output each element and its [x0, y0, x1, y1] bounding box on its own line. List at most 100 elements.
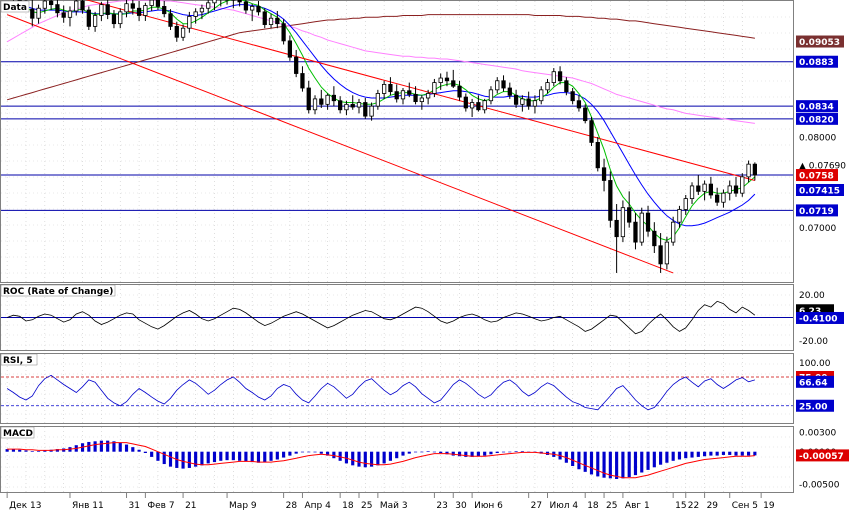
macd-histogram-bar: [571, 451, 575, 466]
macd-histogram-bar: [288, 451, 292, 456]
macd-value-label: -0.00500: [799, 481, 840, 491]
macd-histogram-bar: [206, 451, 210, 464]
candle-body: [262, 11, 267, 25]
panel-title-price: Data: [0, 0, 30, 13]
macd-histogram-bar: [269, 451, 273, 461]
macd-histogram-bar: [501, 451, 506, 453]
macd-histogram-bar: [187, 451, 191, 468]
candle-body: [130, 3, 135, 9]
macd-histogram-bar: [282, 451, 286, 458]
candle-body: [206, 2, 211, 9]
x-axis-label: 15: [675, 501, 686, 511]
candle-body: [155, 0, 161, 7]
candle-body: [425, 93, 431, 99]
macd-histogram-bar: [652, 451, 656, 468]
channel-lower-line: [6, 14, 674, 274]
macd-histogram-bar: [495, 451, 499, 453]
candle-body: [463, 96, 468, 109]
candle-body: [382, 83, 387, 94]
candle-body: [237, 0, 242, 3]
candle-body: [86, 9, 91, 27]
candle-body: [677, 209, 682, 223]
candle-body: [36, 7, 41, 19]
macd-histogram-bar: [439, 451, 443, 453]
candle-body: [250, 6, 255, 11]
macd-histogram-bar: [143, 451, 147, 453]
candle-body: [400, 90, 406, 100]
candle-body: [608, 180, 613, 221]
candle-body: [67, 10, 73, 18]
rsi-panel-frame: [0, 353, 794, 424]
candle-body: [595, 142, 600, 169]
macd-histogram-bar: [250, 451, 254, 463]
macd-histogram-bar: [275, 451, 279, 460]
macd-histogram-bar: [55, 449, 59, 452]
candle-body: [193, 11, 198, 17]
price-axis-label-bg: [796, 100, 838, 113]
price-axis-label: 0.0719: [799, 207, 834, 217]
candle-body: [243, 1, 249, 11]
candle-body: [61, 12, 66, 18]
macd-histogram-bar: [181, 451, 185, 469]
roc-axis-labels: 20.00 -20.00 6.23-0.4100: [796, 291, 844, 347]
macd-histogram-bar: [357, 451, 361, 467]
macd-histogram-bar: [483, 451, 487, 456]
price-axis-label-bg: [796, 55, 838, 68]
macd-histogram-bar: [690, 451, 694, 458]
candle-body: [344, 103, 349, 111]
candle-body: [407, 90, 412, 95]
macd-histogram-bar: [608, 451, 612, 479]
candle-body: [576, 100, 582, 109]
macd-histogram-bar: [508, 451, 512, 453]
macd-histogram-bar: [715, 451, 719, 456]
candle-body: [539, 89, 544, 102]
candle-body: [174, 25, 179, 38]
x-axis-label: Июн 6: [474, 501, 503, 511]
price-axis-label: 0.08000: [799, 133, 836, 143]
roc-series: [1, 300, 793, 335]
price-axis-labels: 0.09053 0.0883 0.0834 0.0820 0.08000 ▲ 0.0769…: [796, 35, 846, 234]
macd-histogram-bar: [457, 451, 462, 457]
macd-histogram-bar: [87, 441, 91, 452]
macd-histogram-bar: [432, 451, 436, 453]
macd-histogram-bar: [225, 451, 229, 461]
price-grid: [1, 1, 793, 282]
candle-body: [99, 4, 104, 16]
candle-body: [702, 183, 707, 192]
price-axis-label: 0.09053: [799, 38, 840, 48]
x-axis-label: 31: [129, 501, 140, 511]
candle-body: [601, 167, 607, 181]
macd-histogram-bar: [168, 451, 173, 467]
macd-histogram-bar: [451, 451, 455, 456]
macd-histogram-bar: [589, 451, 594, 475]
candlesticks: [12, 0, 757, 273]
candle-body: [526, 98, 531, 107]
price-axis-label-bg: [796, 183, 844, 196]
candle-body: [620, 207, 626, 238]
candle-body: [532, 100, 538, 107]
rsi-series: [1, 374, 793, 411]
candle-body: [570, 91, 575, 102]
macd-histogram-bar: [344, 451, 349, 464]
x-axis-label: Фев 7: [147, 501, 174, 511]
macd-histogram-bar: [338, 451, 342, 461]
ma-medium-line: [7, 2, 756, 227]
candle-body: [457, 85, 462, 98]
macd-histogram-bar: [489, 451, 493, 455]
price-axis-label-bg: [796, 35, 844, 48]
macd-histogram-bar: [30, 451, 34, 452]
candle-body: [256, 6, 261, 13]
macd-histogram-bar: [263, 451, 267, 463]
macd-histogram-bar: [753, 451, 757, 456]
candle-body: [375, 93, 380, 107]
candle-body: [319, 98, 324, 105]
macd-histogram-bar: [627, 451, 631, 478]
roc-axis-label: -20.00: [799, 337, 828, 347]
macd-histogram-bar: [131, 447, 135, 452]
x-axis-label: Май 3: [380, 501, 408, 511]
candle-body: [645, 212, 651, 232]
price-axis-label: 0.0834: [799, 103, 834, 113]
macd-histogram-bar: [709, 451, 713, 456]
macd-histogram-bar: [703, 451, 707, 457]
